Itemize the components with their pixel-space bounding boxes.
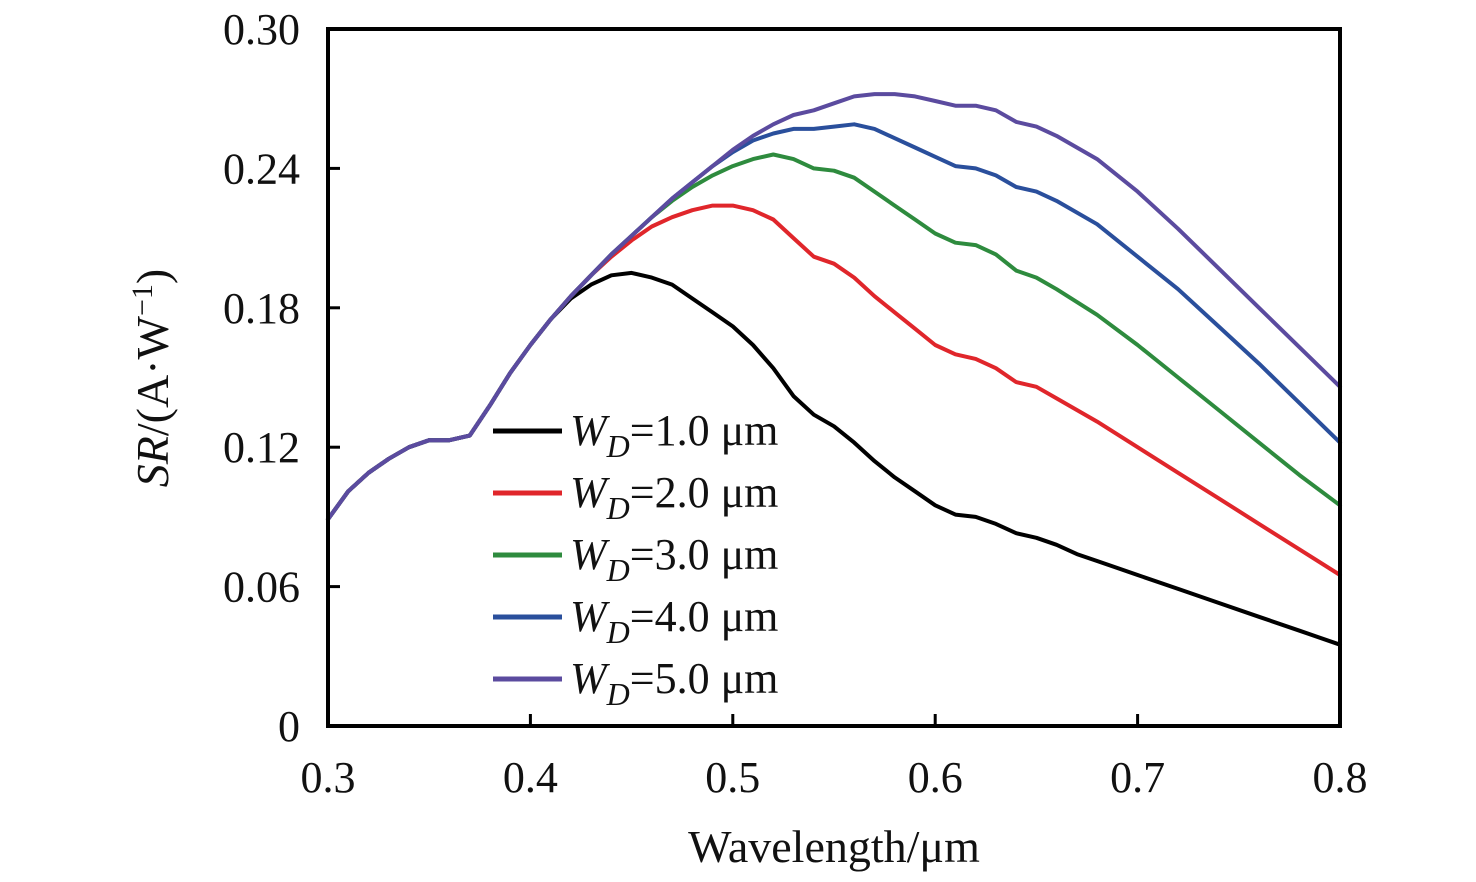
legend-value-2: =2.0 μm: [630, 468, 779, 517]
legend-label-5: WD=5.0 μm: [570, 654, 778, 712]
y-tick-label-2: 0.12: [223, 423, 300, 472]
y-tick-label-3: 0.18: [223, 284, 300, 333]
legend-var-1: W: [570, 406, 610, 455]
series-line-1: [326, 270, 1342, 647]
legend-label-1: WD=1.0 μm: [570, 406, 778, 464]
y-tick-label-4: 0.24: [223, 144, 300, 193]
legend-value-5: =5.0 μm: [630, 654, 779, 703]
series-line-2: [326, 203, 1342, 577]
x-axis-title: Wavelength/μm: [688, 821, 980, 872]
legend-sub-1: D: [606, 428, 630, 464]
series-line-3: [326, 152, 1342, 522]
plot-frame: [326, 27, 1342, 728]
series-layer: [326, 92, 1342, 647]
legend-sub-2: D: [606, 490, 630, 526]
legend-label-4: WD=4.0 μm: [570, 592, 778, 650]
legend-label-3: WD=3.0 μm: [570, 530, 778, 588]
x-tick-label-0: 0.3: [301, 753, 356, 802]
legend-label-2: WD=2.0 μm: [570, 468, 778, 526]
legend-sub-5: D: [606, 676, 630, 712]
x-tick-label-5: 0.8: [1313, 753, 1368, 802]
series-line-4: [326, 122, 1342, 522]
ticks-layer: 0.3 0.4 0.5 0.6 0.7 0.8 0 0.06 0.12 0.18 0.24 0.30: [223, 5, 1368, 802]
legend-var-2: W: [570, 468, 610, 517]
y-axis-title-close: ): [127, 269, 178, 284]
legend-var-3: W: [570, 530, 610, 579]
y-axis-title-unit: /(A·W: [127, 315, 178, 436]
legend-value-3: =3.0 μm: [630, 530, 779, 579]
y-tick-label-0: 0: [278, 702, 300, 751]
y-axis-title-exp: −1: [126, 284, 159, 316]
series-line-5: [326, 92, 1342, 522]
legend-var-5: W: [570, 654, 610, 703]
x-tick-label-2: 0.5: [705, 753, 760, 802]
y-axis-title: SR/(A·W−1): [126, 269, 179, 487]
legend-sub-4: D: [606, 614, 630, 650]
y-axis-title-var: SR: [127, 436, 178, 487]
x-tick-label-1: 0.4: [503, 753, 558, 802]
legend-value-4: =4.0 μm: [630, 592, 779, 641]
y-tick-label-1: 0.06: [223, 563, 300, 612]
x-tick-label-3: 0.6: [908, 753, 963, 802]
legend-var-4: W: [570, 592, 610, 641]
y-tick-label-5: 0.30: [223, 5, 300, 54]
x-tick-label-4: 0.7: [1110, 753, 1165, 802]
legend-sub-3: D: [606, 552, 630, 588]
legend-value-1: =1.0 μm: [630, 406, 779, 455]
